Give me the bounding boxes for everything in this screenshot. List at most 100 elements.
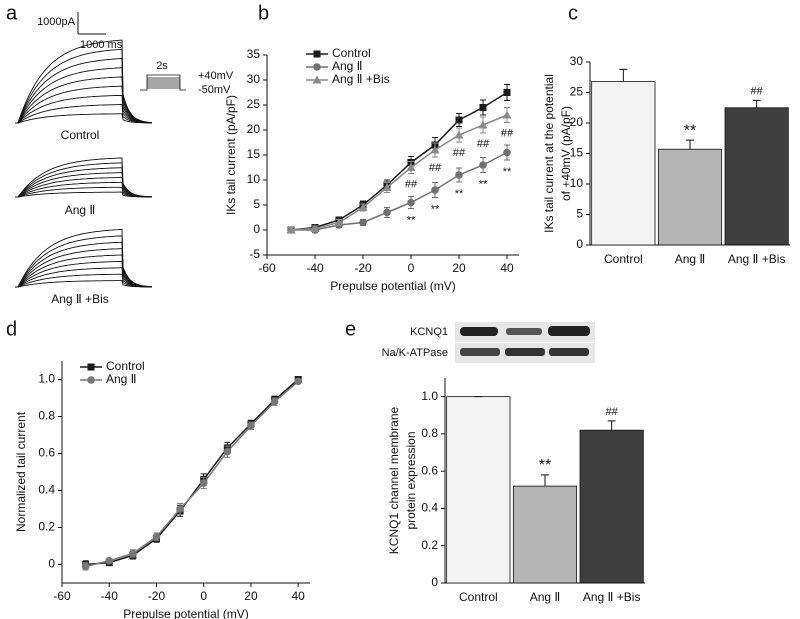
current-trace xyxy=(15,48,153,124)
data-point xyxy=(406,163,416,171)
current-trace xyxy=(15,235,153,288)
panel-label: b xyxy=(258,2,269,24)
significance: ** xyxy=(503,166,512,178)
data-point xyxy=(81,562,90,571)
data-point xyxy=(294,377,302,386)
y-tick-label: 5 xyxy=(576,207,583,221)
x-axis-title: Prepulse potential (mV) xyxy=(330,279,455,293)
scale-label: 1000pA xyxy=(37,16,76,28)
y-axis-title: of +40mV (pA/pF) xyxy=(559,106,573,201)
data-point xyxy=(503,89,511,96)
y-axis-title: Normalized tail current xyxy=(14,411,28,532)
x-tick-label: 0 xyxy=(408,261,415,275)
significance: ** xyxy=(479,178,488,190)
data-point xyxy=(478,120,488,129)
data-point xyxy=(176,505,184,513)
current-trace xyxy=(15,172,153,198)
current-trace xyxy=(15,157,153,198)
y-tick-label: 0.8 xyxy=(421,426,438,440)
current-trace xyxy=(15,241,153,288)
error-bar xyxy=(607,420,616,431)
protocol-label: +40mV xyxy=(198,70,234,82)
data-point xyxy=(129,549,137,558)
data-point xyxy=(286,225,296,234)
x-tick-label: Ang Ⅱ xyxy=(530,590,561,604)
y-tick-label: 10 xyxy=(570,176,584,190)
data-point xyxy=(359,218,367,227)
x-tick-label: 0 xyxy=(200,589,207,603)
y-tick-label: 20 xyxy=(570,115,584,129)
western-blot xyxy=(455,322,595,363)
x-tick-label: -20 xyxy=(354,261,372,275)
series-line xyxy=(85,378,299,566)
y-tick-label: 0 xyxy=(431,575,438,589)
x-tick-label: Ang Ⅱ +Bis xyxy=(728,252,786,266)
y-tick-label: 20 xyxy=(247,122,261,136)
current-trace xyxy=(15,58,153,124)
error-bar xyxy=(752,99,761,108)
current-trace xyxy=(15,113,152,124)
current-trace xyxy=(15,39,153,124)
significance: ** xyxy=(455,188,464,200)
x-tick-label: Control xyxy=(604,252,643,266)
x-tick-label: -20 xyxy=(148,589,166,603)
x-tick-label: Ang Ⅱ +Bis xyxy=(583,590,641,604)
data-point xyxy=(334,218,344,226)
y-tick-label: 0.2 xyxy=(421,538,438,552)
series-line xyxy=(85,380,299,568)
y-tick-label: 30 xyxy=(570,54,584,68)
error-bar xyxy=(619,68,628,82)
significance: ## xyxy=(606,406,619,418)
current-trace xyxy=(15,162,153,198)
legend-label: Control xyxy=(332,46,371,60)
y-tick-label: 15 xyxy=(570,146,584,160)
y-tick-label: 10 xyxy=(247,172,261,186)
data-point xyxy=(454,130,464,139)
data-point xyxy=(199,479,208,487)
y-tick-label: 0.4 xyxy=(421,501,438,515)
series-line xyxy=(290,114,508,231)
trace-label: Ang Ⅱ xyxy=(65,203,96,217)
current-trace xyxy=(15,254,152,288)
y-tick-label: 0 xyxy=(576,237,583,251)
y-axis-title: KCNQ1 channel membrane xyxy=(387,406,401,554)
current-trace xyxy=(15,94,152,124)
protocol-label: -50mV xyxy=(198,84,231,96)
data-point xyxy=(431,186,439,194)
current-trace xyxy=(15,267,152,288)
significance: ## xyxy=(751,85,764,97)
bar xyxy=(512,485,578,584)
x-tick-label: 20 xyxy=(244,589,258,603)
legend-label: Ang Ⅱ +Bis xyxy=(332,72,390,86)
y-axis-title: IKs tail current at the potential xyxy=(542,74,556,233)
current-trace xyxy=(15,248,153,288)
blot-label: KCNQ1 xyxy=(410,326,448,338)
legend-marker xyxy=(87,363,95,371)
current-trace xyxy=(15,181,152,198)
data-point xyxy=(503,148,511,157)
data-point xyxy=(105,557,114,565)
current-trace xyxy=(15,228,153,288)
series-line xyxy=(291,151,508,231)
y-tick-label: 5 xyxy=(253,197,260,211)
legend-label: Ang Ⅱ xyxy=(106,372,137,386)
bar xyxy=(446,396,511,584)
y-tick-label: 0.2 xyxy=(38,520,55,534)
significance: ** xyxy=(539,457,551,474)
legend-label: Ang Ⅱ xyxy=(332,59,363,73)
data-point xyxy=(479,104,487,111)
x-tick-label: Control xyxy=(459,590,498,604)
x-tick-label: Ang Ⅱ xyxy=(675,252,706,266)
y-axis-title: protein expression xyxy=(404,431,418,529)
y-tick-label: 0.8 xyxy=(38,409,55,423)
x-tick-label: -60 xyxy=(53,589,71,603)
current-trace xyxy=(15,186,152,198)
y-tick-label: 0.6 xyxy=(421,463,438,477)
protocol-label: 2s xyxy=(156,60,168,72)
current-trace xyxy=(15,85,153,124)
legend-label: Control xyxy=(106,359,145,373)
current-trace xyxy=(15,280,152,288)
scale-label: 1000 ms xyxy=(80,39,123,51)
panel-label: c xyxy=(568,2,578,24)
data-point xyxy=(455,171,463,179)
